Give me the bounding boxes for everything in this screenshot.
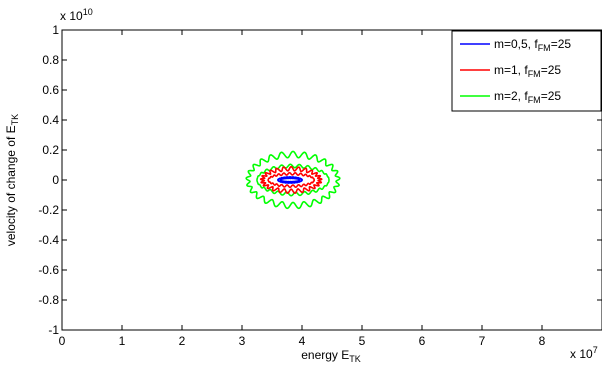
legend-entry-suffix: =25 <box>551 37 572 51</box>
y-tick-label: 0.6 <box>42 83 59 97</box>
y-axis-title: velocity of change of ETK <box>4 114 20 246</box>
ticks: 0 1 2 3 4 5 6 7 8 -1 -0.8 -0.6 -0.4 -0.2 0 0.2 0.4 0.6 0.8… <box>38 23 602 348</box>
legend-entry-2: m=0,5, fFM=25 <box>494 37 571 53</box>
x-tick-label: 0 <box>59 334 66 348</box>
legend-box <box>451 30 602 112</box>
series-curves <box>245 150 341 210</box>
y-axis-title-sub: TK <box>10 114 20 126</box>
series-line-1 <box>259 165 323 194</box>
y-tick-label: 0 <box>52 173 59 187</box>
x-exponent-label: x 107 <box>570 345 598 361</box>
x-tick-label: 4 <box>299 334 306 348</box>
x-tick-label: 1 <box>119 334 126 348</box>
series-line-2 <box>277 176 303 184</box>
x-tick-label: 6 <box>419 334 426 348</box>
x-axis-title: energy ETK <box>301 348 361 364</box>
legend-entry-prefix: m=0,5, f <box>494 37 538 51</box>
legend: m=0,5, fFM=25m=1, fFM=25m=2, fFM=25 <box>451 30 602 112</box>
y-tick-label: 0.8 <box>42 53 59 67</box>
x-axis-title-sub: TK <box>349 354 361 364</box>
y-tick-label: -0.2 <box>38 203 59 217</box>
x-tick-label: 8 <box>539 334 546 348</box>
legend-entry-prefix: m=2, f <box>494 89 528 103</box>
legend-entry-suffix: =25 <box>541 89 562 103</box>
y-exponent-label: x 1010 <box>60 7 93 23</box>
y-tick-label: 0.4 <box>42 113 59 127</box>
legend-entry-suffix: =25 <box>541 63 562 77</box>
legend-entry-0: m=2, fFM=25 <box>494 89 561 105</box>
series-line-0 <box>245 150 341 210</box>
y-tick-label: -0.6 <box>38 263 59 277</box>
y-tick-label: -1 <box>48 323 59 337</box>
legend-entry-prefix: m=1, f <box>494 63 528 77</box>
x-tick-label: 7 <box>479 334 486 348</box>
legend-entry-sub: FM <box>538 43 551 53</box>
legend-entry-sub: FM <box>528 95 541 105</box>
y-tick-label: -0.4 <box>38 233 59 247</box>
x-tick-label: 5 <box>359 334 366 348</box>
legend-entry-1: m=1, fFM=25 <box>494 63 561 79</box>
x-tick-label: 2 <box>179 334 186 348</box>
x-exponent-power: 7 <box>593 345 598 355</box>
y-tick-label: 0.2 <box>42 143 59 157</box>
x-tick-label: 3 <box>239 334 246 348</box>
legend-entry-sub: FM <box>528 69 541 79</box>
y-exponent-power: 10 <box>83 7 93 17</box>
y-tick-label: -0.8 <box>38 293 59 307</box>
y-tick-label: 1 <box>52 23 59 37</box>
